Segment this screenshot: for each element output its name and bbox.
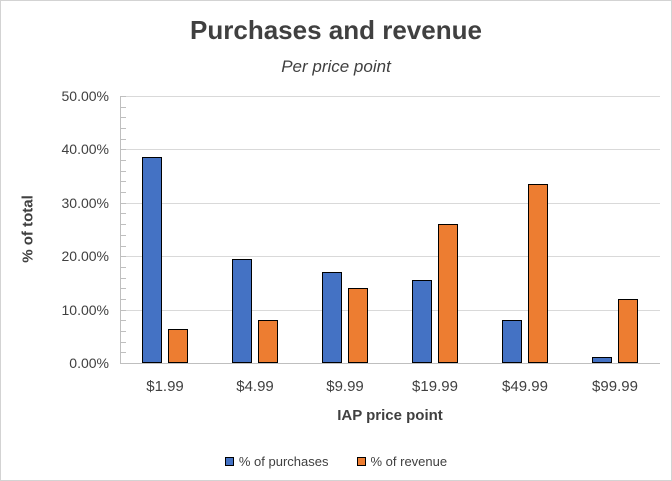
- y-minor-tick: [120, 96, 126, 97]
- y-tick-label: 0.00%: [69, 355, 109, 371]
- chart-title: Purchases and revenue: [190, 15, 482, 45]
- y-tick-label: 10.00%: [61, 302, 109, 318]
- x-category-label: $99.99: [592, 378, 638, 395]
- x-category-label: $4.99: [236, 378, 274, 395]
- bar-purchases-$99.99: [592, 357, 612, 363]
- x-category-label: $9.99: [326, 378, 364, 395]
- bar-revenue-$9.99: [348, 288, 368, 363]
- x-category-label: $19.99: [412, 378, 458, 395]
- legend-item-purchases: % of purchases: [224, 454, 329, 469]
- legend-swatch-icon: [356, 457, 366, 466]
- bar-revenue-$4.99: [258, 320, 278, 363]
- bar-purchases-$49.99: [502, 320, 522, 363]
- y-minor-tick: [120, 256, 126, 257]
- gridline-10: [120, 310, 660, 311]
- y-minor-tick: [120, 235, 126, 236]
- legend-swatch-icon: [224, 457, 234, 466]
- y-minor-tick: [120, 117, 126, 118]
- bar-purchases-$4.99: [232, 259, 252, 363]
- y-minor-tick: [120, 203, 126, 204]
- gridline-40: [120, 149, 660, 150]
- y-minor-tick: [120, 342, 126, 343]
- y-minor-tick: [120, 299, 126, 300]
- y-tick-label: 20.00%: [61, 248, 109, 264]
- legend: % of purchases % of revenue: [1, 454, 671, 469]
- y-minor-tick: [120, 310, 126, 311]
- y-minor-tick: [120, 128, 126, 129]
- legend-label: % of revenue: [370, 454, 448, 469]
- y-axis-title: % of total: [19, 195, 37, 263]
- y-minor-tick: [120, 213, 126, 214]
- bar-purchases-$19.99: [412, 280, 432, 363]
- gridline-50: [120, 96, 660, 97]
- y-minor-tick: [120, 139, 126, 140]
- y-minor-tick: [120, 171, 126, 172]
- legend-item-revenue: % of revenue: [356, 454, 448, 469]
- y-minor-tick: [120, 246, 126, 247]
- bar-revenue-$49.99: [528, 184, 548, 363]
- bar-revenue-$19.99: [438, 224, 458, 363]
- y-minor-tick: [120, 160, 126, 161]
- legend-label: % of purchases: [238, 454, 329, 469]
- y-minor-tick: [120, 224, 126, 225]
- bar-revenue-$99.99: [618, 299, 638, 363]
- y-tick-label: 30.00%: [61, 195, 109, 211]
- y-minor-tick: [120, 278, 126, 279]
- y-minor-tick: [120, 267, 126, 268]
- y-tick-label: 50.00%: [61, 88, 109, 104]
- y-minor-tick: [120, 352, 126, 353]
- chart-subtitle: Per price point: [281, 57, 391, 76]
- y-minor-tick: [120, 149, 126, 150]
- x-category-label: $49.99: [502, 378, 548, 395]
- bar-purchases-$1.99: [142, 157, 162, 363]
- gridline-20: [120, 256, 660, 257]
- y-axis-line: [120, 96, 121, 363]
- y-minor-tick: [120, 288, 126, 289]
- y-minor-tick: [120, 331, 126, 332]
- x-axis-title: IAP price point: [337, 407, 443, 424]
- x-category-label: $1.99: [146, 378, 184, 395]
- gridline-30: [120, 203, 660, 204]
- y-minor-tick: [120, 181, 126, 182]
- y-minor-tick: [120, 320, 126, 321]
- x-axis-line: [120, 363, 660, 364]
- bar-purchases-$9.99: [322, 272, 342, 363]
- y-minor-tick: [120, 192, 126, 193]
- y-tick-label: 40.00%: [61, 141, 109, 157]
- y-minor-tick: [120, 107, 126, 108]
- bar-revenue-$1.99: [168, 329, 188, 363]
